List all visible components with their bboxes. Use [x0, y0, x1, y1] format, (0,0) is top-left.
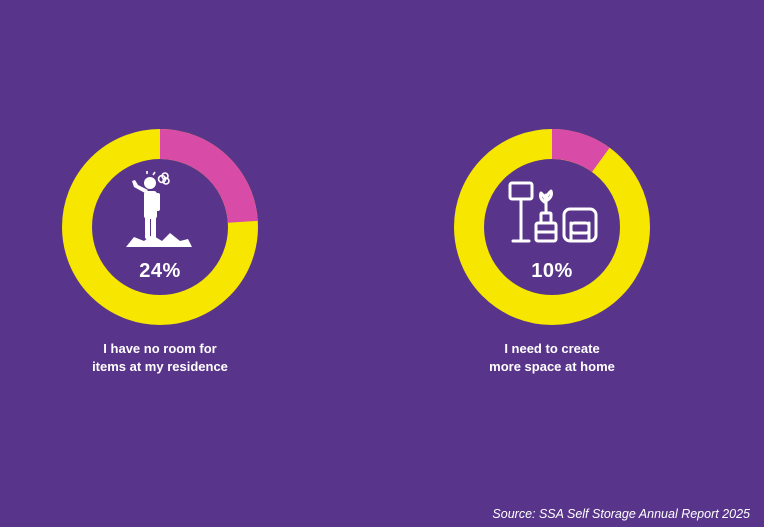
ring-highlight-segment — [159, 129, 258, 224]
percentage-label: 24% — [139, 260, 181, 282]
percentage-label: 10% — [531, 260, 573, 282]
living-room-furniture-icon — [508, 181, 598, 243]
donut-ring — [454, 129, 650, 325]
stressed-person-clutter-icon — [126, 171, 192, 247]
caption-line: I have no room for — [103, 341, 217, 356]
donut-ring — [62, 129, 258, 325]
ring-highlight-segment — [551, 129, 610, 173]
source-note: Source: SSA Self Storage Annual Report 2… — [492, 507, 750, 521]
caption-line: more space at home — [489, 359, 615, 374]
caption: I need to create more space at home — [422, 340, 682, 376]
caption: I have no room for items at my residence — [30, 340, 290, 376]
caption-line: I need to create — [504, 341, 600, 356]
caption-line: items at my residence — [92, 359, 228, 374]
